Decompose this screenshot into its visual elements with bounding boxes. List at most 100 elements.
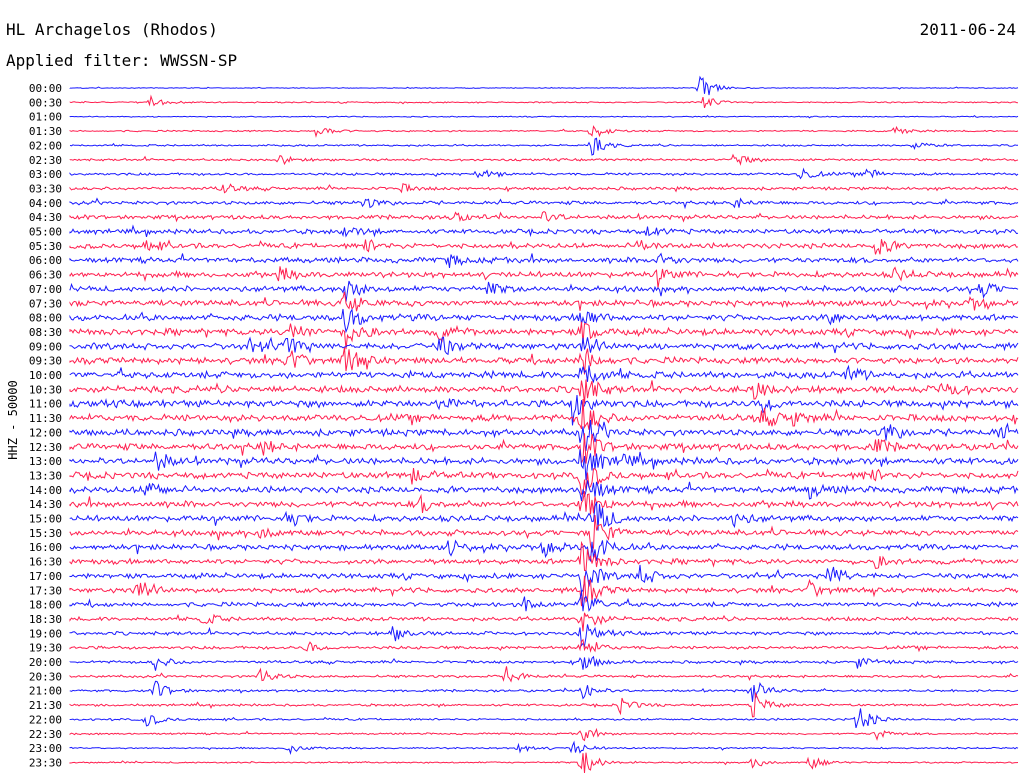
trace-row-1900 <box>69 624 1018 648</box>
record-date: 2011-06-24 <box>919 20 1016 39</box>
trace-row-1130 <box>69 398 1019 430</box>
time-tick-label: 03:30 <box>29 182 62 195</box>
time-tick-label: 16:30 <box>29 556 62 569</box>
time-tick-label: 15:00 <box>29 513 62 526</box>
filter-label: Applied filter: WWSSN-SP <box>6 51 238 70</box>
trace-row-0400 <box>69 197 1019 210</box>
trace-row-0800 <box>69 308 1019 334</box>
trace-row-0330 <box>69 182 1019 194</box>
trace-row-1800 <box>69 591 1019 612</box>
trace-row-2000 <box>69 655 1019 671</box>
time-tick-label: 07:00 <box>29 283 62 296</box>
time-tick-label: 04:00 <box>29 197 62 210</box>
trace-row-1300 <box>69 449 1019 481</box>
time-tick-label: 01:00 <box>29 111 62 124</box>
time-tick-label: 17:30 <box>29 584 62 597</box>
trace-row-1030 <box>69 379 1019 404</box>
time-tick-label: 20:30 <box>29 670 62 683</box>
time-tick-label: 10:30 <box>29 383 62 396</box>
trace-row-1500 <box>69 501 1019 531</box>
time-tick-label: 11:00 <box>29 398 62 411</box>
trace-row-2300 <box>69 740 1019 756</box>
trace-row-2130 <box>69 691 1019 718</box>
trace-row-2200 <box>69 708 1019 729</box>
time-tick-label: 08:00 <box>29 312 62 325</box>
trace-row-2030 <box>69 666 1019 683</box>
trace-row-0100 <box>69 114 1019 119</box>
trace-row-2100 <box>69 680 1019 702</box>
trace-row-2230 <box>69 727 1019 742</box>
time-tick-label: 12:30 <box>29 441 62 454</box>
time-tick-label: 00:00 <box>29 82 62 95</box>
trace-row-0530 <box>69 239 1019 255</box>
time-tick-label: 23:00 <box>29 742 62 755</box>
trace-row-1930 <box>69 638 1019 653</box>
trace-row-1330 <box>69 467 1019 495</box>
time-tick-label: 08:30 <box>29 326 62 339</box>
trace-row-1700 <box>69 564 1019 594</box>
time-tick-label: 22:00 <box>29 713 62 726</box>
time-tick-label: 00:30 <box>29 96 62 109</box>
time-tick-label: 15:30 <box>29 527 62 540</box>
time-tick-label: 02:00 <box>29 139 62 152</box>
trace-row-0000 <box>69 75 1019 96</box>
trace-row-0230 <box>69 153 1019 166</box>
trace-row-0200 <box>69 137 1018 156</box>
trace-row-2330 <box>69 752 1019 774</box>
time-tick-label: 18:00 <box>29 599 62 612</box>
trace-row-1100 <box>69 395 1019 426</box>
time-tick-label: 14:00 <box>29 484 62 497</box>
trace-row-0130 <box>69 125 1019 138</box>
time-tick-label: 18:30 <box>29 613 62 626</box>
time-tick-label: 05:30 <box>29 240 62 253</box>
trace-row-1230 <box>69 433 1019 464</box>
time-tick-label: 16:00 <box>29 541 62 554</box>
trace-row-0830 <box>69 321 1019 350</box>
trace-row-1830 <box>69 612 1019 632</box>
trace-row-1530 <box>69 514 1019 554</box>
time-tick-label: 09:30 <box>29 355 62 368</box>
trace-row-0500 <box>69 224 1019 238</box>
trace-row-1630 <box>69 540 1019 572</box>
trace-row-0430 <box>69 211 1019 223</box>
time-tick-label: 19:30 <box>29 642 62 655</box>
trace-row-0730 <box>69 291 1019 312</box>
time-tick-label: 22:30 <box>29 728 62 741</box>
time-tick-label: 12:00 <box>29 426 62 439</box>
trace-row-0930 <box>69 347 1019 375</box>
time-tick-label: 19:00 <box>29 627 62 640</box>
time-tick-label: 05:00 <box>29 226 62 239</box>
trace-row-1400 <box>69 480 1019 502</box>
trace-row-0900 <box>69 336 1019 356</box>
trace-row-0300 <box>69 167 1019 180</box>
trace-row-1730 <box>69 575 1019 607</box>
time-tick-label: 10:00 <box>29 369 62 382</box>
station-title: HL Archagelos (Rhodos) <box>6 20 218 39</box>
time-tick-label: 23:30 <box>29 756 62 769</box>
trace-row-1600 <box>69 539 1019 562</box>
time-tick-label: 13:00 <box>29 455 62 468</box>
trace-row-1200 <box>69 419 1019 451</box>
trace-row-0600 <box>69 252 1019 268</box>
trace-group <box>69 75 1019 774</box>
time-tick-label: 20:00 <box>29 656 62 669</box>
time-tick-label: 07:30 <box>29 297 62 310</box>
time-tick-label: 06:30 <box>29 269 62 282</box>
time-tick-label: 01:30 <box>29 125 62 138</box>
time-tick-label: 21:00 <box>29 685 62 698</box>
time-tick-label: 03:00 <box>29 168 62 181</box>
time-tick-label: 11:30 <box>29 412 62 425</box>
time-tick-label: 06:00 <box>29 254 62 267</box>
time-tick-label: 04:30 <box>29 211 62 224</box>
time-tick-label: 17:00 <box>29 570 62 583</box>
trace-row-0630 <box>69 266 1019 288</box>
time-tick-label: 14:30 <box>29 498 62 511</box>
trace-row-1430 <box>69 491 1019 515</box>
time-tick-label: 09:00 <box>29 340 62 353</box>
time-tick-label: 21:30 <box>29 699 62 712</box>
time-tick-label: 13:30 <box>29 469 62 482</box>
trace-row-0700 <box>69 280 1019 302</box>
trace-row-1000 <box>69 364 1019 384</box>
